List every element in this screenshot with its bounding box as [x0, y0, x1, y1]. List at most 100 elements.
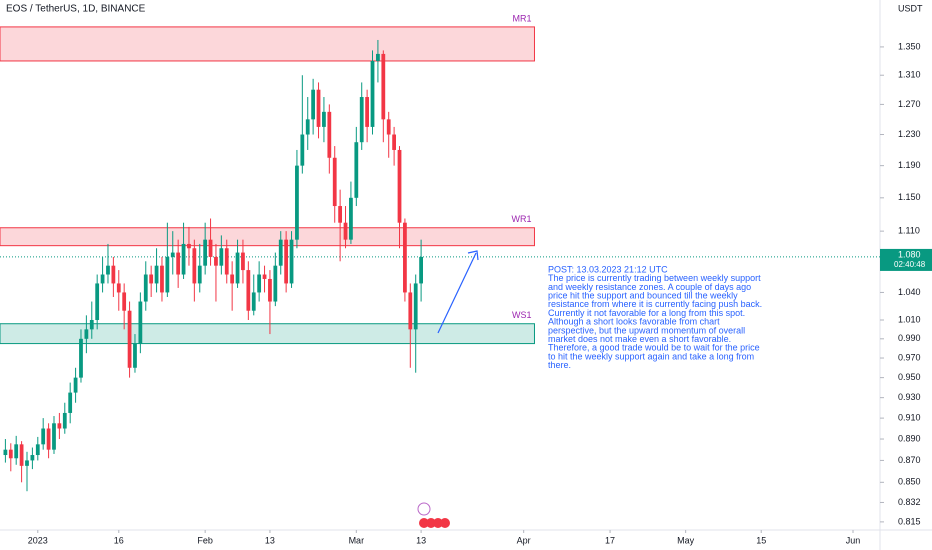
candle-body — [192, 248, 197, 284]
last-price-box — [880, 248, 932, 271]
annotation-line: Therefore, a good trade would be to wait… — [548, 343, 760, 353]
y-tick-label: 1.350 — [898, 41, 921, 51]
annotation-line: market does not make even a short favora… — [548, 334, 731, 344]
candle-body — [41, 428, 46, 445]
candle-body — [338, 206, 343, 223]
candle-body — [46, 428, 51, 450]
candle-body — [370, 60, 375, 127]
icon[interactable] — [426, 518, 436, 528]
x-tick-label: 17 — [605, 535, 615, 545]
annotation-line: there. — [548, 360, 571, 370]
candle-body — [403, 222, 407, 293]
arrow-head — [467, 250, 479, 261]
candle-body — [62, 412, 67, 429]
icon[interactable] — [433, 518, 443, 528]
candle-body — [273, 265, 278, 302]
candle-body — [138, 301, 143, 344]
annotation-line: to hit the weekly support again and take… — [548, 351, 754, 361]
candle-body — [116, 283, 121, 293]
candle-body — [376, 53, 380, 61]
y-tick-label: 1.190 — [898, 160, 921, 170]
candle-body — [95, 283, 100, 320]
countdown-label: 02:40:48 — [894, 260, 926, 269]
icon[interactable] — [440, 518, 450, 528]
flag-icons[interactable] — [419, 518, 450, 528]
y-tick-label: 1.010 — [898, 314, 921, 324]
candle-body — [52, 423, 56, 450]
y-tick-label: 0.990 — [898, 333, 921, 343]
candle-body — [181, 243, 186, 275]
x-tick-label: Jun — [846, 535, 861, 545]
candle-body — [100, 274, 105, 284]
candle-body — [208, 239, 213, 257]
candle-body — [25, 460, 29, 466]
candle-body — [305, 119, 310, 135]
candle-body — [30, 455, 35, 461]
y-tick-label: 0.910 — [898, 412, 921, 422]
zone-label: WR1 — [511, 214, 531, 224]
annotation-line: perspective, but the upward momentum of … — [548, 325, 745, 335]
candle-body — [19, 444, 24, 466]
y-tick-label: 0.832 — [898, 497, 921, 507]
x-tick-label: 13 — [416, 535, 426, 545]
candle-body — [386, 119, 391, 135]
candle-body — [251, 292, 256, 311]
candle-body — [197, 265, 202, 284]
zone — [0, 227, 535, 247]
candle-body — [127, 310, 132, 368]
y-tick-label: 0.890 — [898, 433, 921, 443]
y-tick-label: 0.970 — [898, 352, 921, 362]
candle-body — [235, 252, 240, 284]
candle-body — [332, 157, 337, 207]
zone — [0, 323, 535, 345]
candle-body — [413, 283, 418, 330]
candle-body — [311, 89, 316, 120]
candle-body — [170, 252, 175, 257]
arrow — [437, 252, 477, 334]
y-tick-label: 1.230 — [898, 129, 921, 139]
candle-body — [73, 377, 78, 393]
candle-body — [230, 274, 235, 284]
x-tick-label: 2023 — [28, 535, 48, 545]
y-tick-label: 1.150 — [898, 192, 921, 202]
candle-body — [268, 278, 272, 302]
candle-body — [133, 343, 137, 368]
candle-body — [143, 274, 148, 302]
candle-body — [392, 134, 396, 150]
candle-body — [300, 134, 305, 166]
x-tick-label: May — [677, 535, 695, 545]
candle-body — [327, 111, 332, 158]
candle-body — [262, 274, 267, 279]
event-icon[interactable] — [417, 502, 431, 516]
candle-body — [106, 265, 110, 275]
y-axis-label: USDT — [898, 3, 923, 13]
y-tick-label: 1.110 — [898, 226, 920, 236]
candle-body — [160, 265, 164, 293]
y-tick-label: 1.040 — [898, 287, 921, 297]
annotation-line: POST: 13.03.2023 21:12 UTC — [548, 264, 668, 274]
annotation-line: The price is currently trading between w… — [548, 273, 761, 283]
y-tick-label: 0.850 — [898, 477, 921, 487]
annotation-line: resistance from where it is currently fa… — [548, 299, 762, 309]
y-tick-label: 0.815 — [898, 516, 921, 526]
candle-body — [122, 292, 127, 311]
y-tick-label: 1.310 — [898, 70, 921, 80]
candle-body — [84, 329, 89, 339]
candle-body — [295, 165, 299, 240]
x-tick-label: Feb — [197, 535, 213, 545]
candle-body — [322, 111, 326, 127]
x-tick-label: 16 — [114, 535, 124, 545]
candle-body — [349, 197, 353, 240]
candle-body — [89, 319, 94, 330]
candle-body — [246, 270, 251, 311]
icon[interactable] — [419, 518, 429, 528]
y-tick-label: 0.950 — [898, 372, 921, 382]
candle-body — [397, 149, 402, 223]
zone — [0, 26, 535, 62]
candle-body — [79, 338, 83, 378]
candle-body — [165, 256, 170, 293]
annotation-line: Currently it not favorable for a long fr… — [548, 308, 745, 318]
candle-body — [408, 292, 413, 330]
candle-body — [381, 53, 386, 120]
